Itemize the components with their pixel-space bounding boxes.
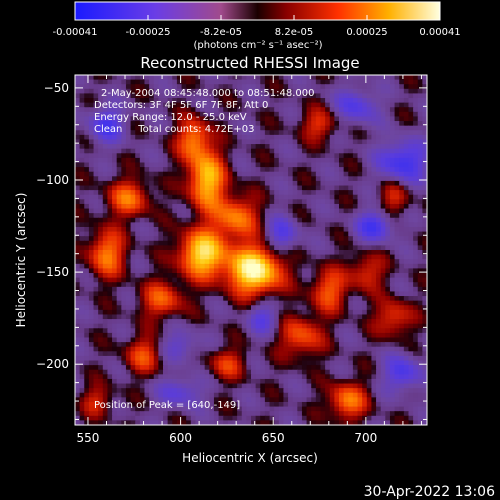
x-axis-ticks: 550 600 650 700 [77, 75, 422, 445]
colorbar-tick-label: -8.2e-05 [200, 27, 242, 38]
x-tick-label: 550 [77, 431, 100, 445]
colorbar-tick-label: -0.00025 [126, 27, 171, 38]
y-tick-label: −100 [36, 173, 69, 187]
colorbar-tick-label: -0.00041 [53, 27, 98, 38]
colorbar-units: (photons cm⁻² s⁻¹ asec⁻²) [193, 40, 322, 51]
y-tick-label: −150 [36, 265, 69, 279]
x-tick-label: 600 [169, 431, 192, 445]
chart-title: Reconstructed RHESSI Image [140, 54, 359, 72]
colorbar-gradient [74, 1, 441, 21]
peak-position-text: Position of Peak = [640,-149] [94, 400, 240, 411]
energy-range-text: Energy Range: 12.0 - 25.0 keV [94, 112, 247, 123]
colorbar: -0.00041 -0.00025 -8.2e-05 8.2e-05 0.00025 0.… [53, 1, 461, 51]
y-tick-label: −200 [36, 357, 69, 371]
x-tick-label: 700 [354, 431, 377, 445]
colorbar-tick-label: 0.00025 [346, 27, 387, 38]
heatmap-plot: 550 600 650 700 −50 −100 −150 −200 [36, 74, 428, 445]
heatmap-cells [75, 75, 427, 425]
clean-counts-text: Clean Total counts: 4.72E+03 [94, 124, 254, 135]
footer-timestamp: 30-Apr-2022 13:06 [364, 484, 495, 500]
x-tick-label: 650 [262, 431, 285, 445]
detectors-text: Detectors: 3F 4F 5F 6F 7F 8F, Att 0 [94, 100, 268, 111]
colorbar-tick-label: 8.2e-05 [275, 27, 313, 38]
y-tick-label: −50 [44, 81, 69, 95]
colorbar-ticks: -0.00041 -0.00025 -8.2e-05 8.2e-05 0.00025 0.… [53, 15, 461, 38]
y-axis-ticks: −50 −100 −150 −200 [36, 81, 427, 420]
colorbar-tick-label: 0.00041 [419, 27, 460, 38]
y-axis-label: Heliocentric Y (arcsec) [14, 193, 28, 328]
x-axis-label: Heliocentric X (arcsec) [182, 451, 318, 465]
plot-frame [74, 74, 428, 426]
time-range-text: 2-May-2004 08:45:48.000 to 08:51:48.000 [101, 88, 314, 99]
